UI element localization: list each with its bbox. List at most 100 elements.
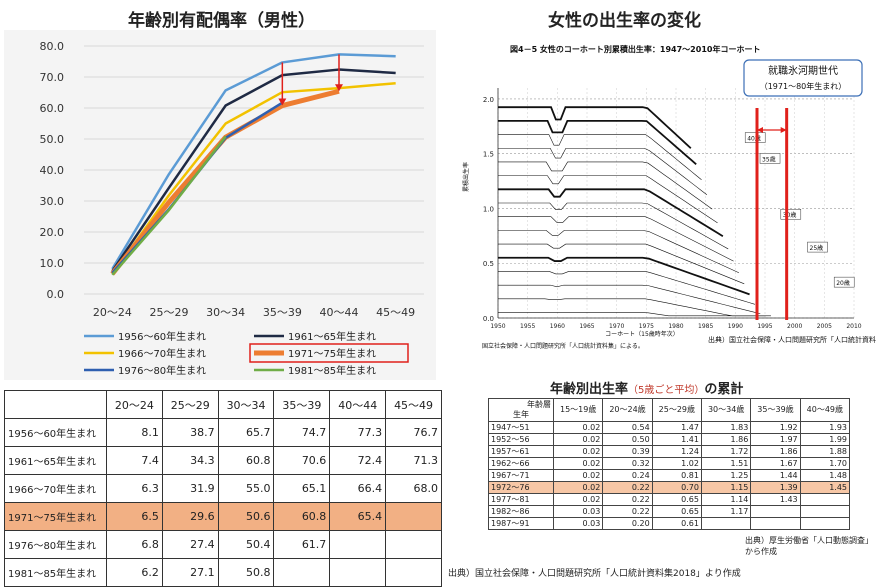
table-cell: 0.22 <box>602 505 653 518</box>
x-tick-label: 25～29 <box>150 306 189 319</box>
column-header: 20～24 <box>106 390 163 419</box>
table-cell <box>799 505 851 518</box>
table-cell: 0.50 <box>602 433 653 446</box>
table-cell <box>750 505 801 518</box>
table-cell: 1.93 <box>799 421 851 434</box>
row-label: 1981～85年生まれ <box>4 558 107 587</box>
table-cell: 60.8 <box>273 502 331 531</box>
x-tick-label: 1950 <box>490 323 505 330</box>
table-cell: 6.2 <box>106 558 163 587</box>
column-header: 25～29 <box>161 390 219 419</box>
legend-label: 1966～70年生まれ <box>118 347 206 360</box>
age-label-box <box>807 241 828 253</box>
table-cell: 76.7 <box>385 418 442 447</box>
table-cell: 0.02 <box>552 469 604 482</box>
x-tick-label: 2000 <box>787 323 802 330</box>
column-header: 30～34歳 <box>700 398 752 422</box>
table-cell: 1.41 <box>651 433 702 446</box>
table-cell <box>329 530 387 559</box>
series-line <box>111 68 396 272</box>
age-label-box <box>780 208 802 220</box>
table-cell: 0.70 <box>651 481 702 494</box>
table-cell: 0.02 <box>552 445 604 458</box>
x-tick-label: 1960 <box>550 323 565 330</box>
row-label: 1956～60年生まれ <box>4 418 107 447</box>
table-row: 1977～81 0.02 0.22 0.65 1.14 1.43 <box>488 493 851 506</box>
generation-span-arrowhead <box>780 127 787 133</box>
cohort-curve <box>498 271 756 305</box>
table-cell: 1.24 <box>651 445 702 458</box>
table-cell: 1.47 <box>651 421 702 434</box>
table-cell: 68.0 <box>385 474 442 503</box>
y-tick-label: 80.0 <box>40 40 65 53</box>
table-cell: 0.22 <box>602 481 653 494</box>
column-header <box>4 390 107 419</box>
series-line <box>111 53 396 270</box>
y-axis-label: 累積出生率 <box>462 162 470 192</box>
age-label: 35歳 <box>762 155 776 163</box>
x-tick-label: 2005 <box>817 323 832 330</box>
row-label: 1972～76 <box>488 481 554 494</box>
y-tick-label: 10.0 <box>40 257 65 270</box>
table-cell: 74.7 <box>273 418 331 447</box>
table-header-row: 20～24 25～29 30～34 35～39 40～44 45～49 <box>4 390 442 419</box>
table-cell: 0.22 <box>602 493 653 506</box>
table-cell: 29.6 <box>161 502 219 531</box>
x-tick-label: 1970 <box>609 323 624 330</box>
column-header: 15～19歳 <box>552 398 604 422</box>
table-row: 1967～71 0.02 0.24 0.81 1.25 1.44 1.48 <box>488 469 851 482</box>
x-tick-label: 1985 <box>698 323 713 330</box>
row-label: 1952～56 <box>488 433 554 446</box>
table-cell <box>700 517 752 530</box>
table-row: 1981～85年生まれ 6.2 27.1 50.8 <box>4 558 442 587</box>
table-cell: 1.97 <box>750 433 801 446</box>
x-tick-label: 1980 <box>668 323 683 330</box>
table-cell: 1.92 <box>750 421 801 434</box>
table-cell: 0.61 <box>651 517 702 530</box>
row-label: 1987～91 <box>488 517 554 530</box>
column-header: 30～34 <box>217 390 275 419</box>
row-label: 1961～65年生まれ <box>4 446 107 475</box>
right-data-table: 年齢層 生年 15～19歳 20～24歳 25～29歳 30～34歳 35～39歳 40～49… <box>488 398 851 530</box>
table-cell: 1.14 <box>700 493 752 506</box>
table-row: 1956～60年生まれ 8.1 38.7 65.7 74.7 77.3 76.7 <box>4 418 442 447</box>
row-label: 1977～81 <box>488 493 554 506</box>
drop-arrowhead <box>335 84 343 92</box>
table-cell: 50.8 <box>217 558 275 587</box>
table-cell <box>385 558 442 587</box>
table-cell: 1.51 <box>700 457 752 470</box>
table-row: 1952～56 0.02 0.50 1.41 1.86 1.97 1.99 <box>488 433 851 446</box>
table-cell: 0.02 <box>552 481 604 494</box>
cohort-curve <box>498 284 761 315</box>
table-cell <box>385 530 442 559</box>
table-cell: 65.1 <box>273 474 331 503</box>
cohort-curve <box>498 134 702 181</box>
callout-box <box>743 59 863 97</box>
table-cell: 6.5 <box>106 502 163 531</box>
table-cell: 65.7 <box>217 418 275 447</box>
y-tick-label: 2.0 <box>483 96 494 104</box>
y-tick-label: 20.0 <box>40 226 65 239</box>
table-cell <box>750 517 801 530</box>
x-tick-label: 45～49 <box>376 306 415 319</box>
table-cell <box>385 502 442 531</box>
callout-text: 就職氷河期世代 <box>768 64 838 77</box>
table-cell: 1.45 <box>799 481 851 494</box>
table-cell: 1.88 <box>799 445 851 458</box>
corner-top: 年齢層 <box>527 400 551 409</box>
cohort-curve <box>498 119 697 165</box>
table-cell: 72.4 <box>329 446 387 475</box>
left-data-table: 20～24 25～29 30～34 35～39 40～44 45～49 1956～60年生ま… <box>4 390 442 587</box>
x-tick-label: 35～39 <box>263 306 302 319</box>
cohort-curve <box>498 202 729 250</box>
right-chart-subtitle: 図4－5 女性のコーホート別累積出生率：1947～2010年コーホート <box>510 44 760 54</box>
table-row: 1961～65年生まれ 7.4 34.3 60.8 70.6 72.4 71.3 <box>4 446 442 475</box>
table-cell: 0.20 <box>602 517 653 530</box>
corner-header: 年齢層 生年 <box>488 398 554 422</box>
table-cell: 0.54 <box>602 421 653 434</box>
table-cell: 1.86 <box>700 433 752 446</box>
cohort-curve <box>498 161 713 210</box>
legend-label: 1981～85年生まれ <box>288 364 376 377</box>
table-cell: 1.72 <box>700 445 752 458</box>
table-cell: 34.3 <box>161 446 219 475</box>
